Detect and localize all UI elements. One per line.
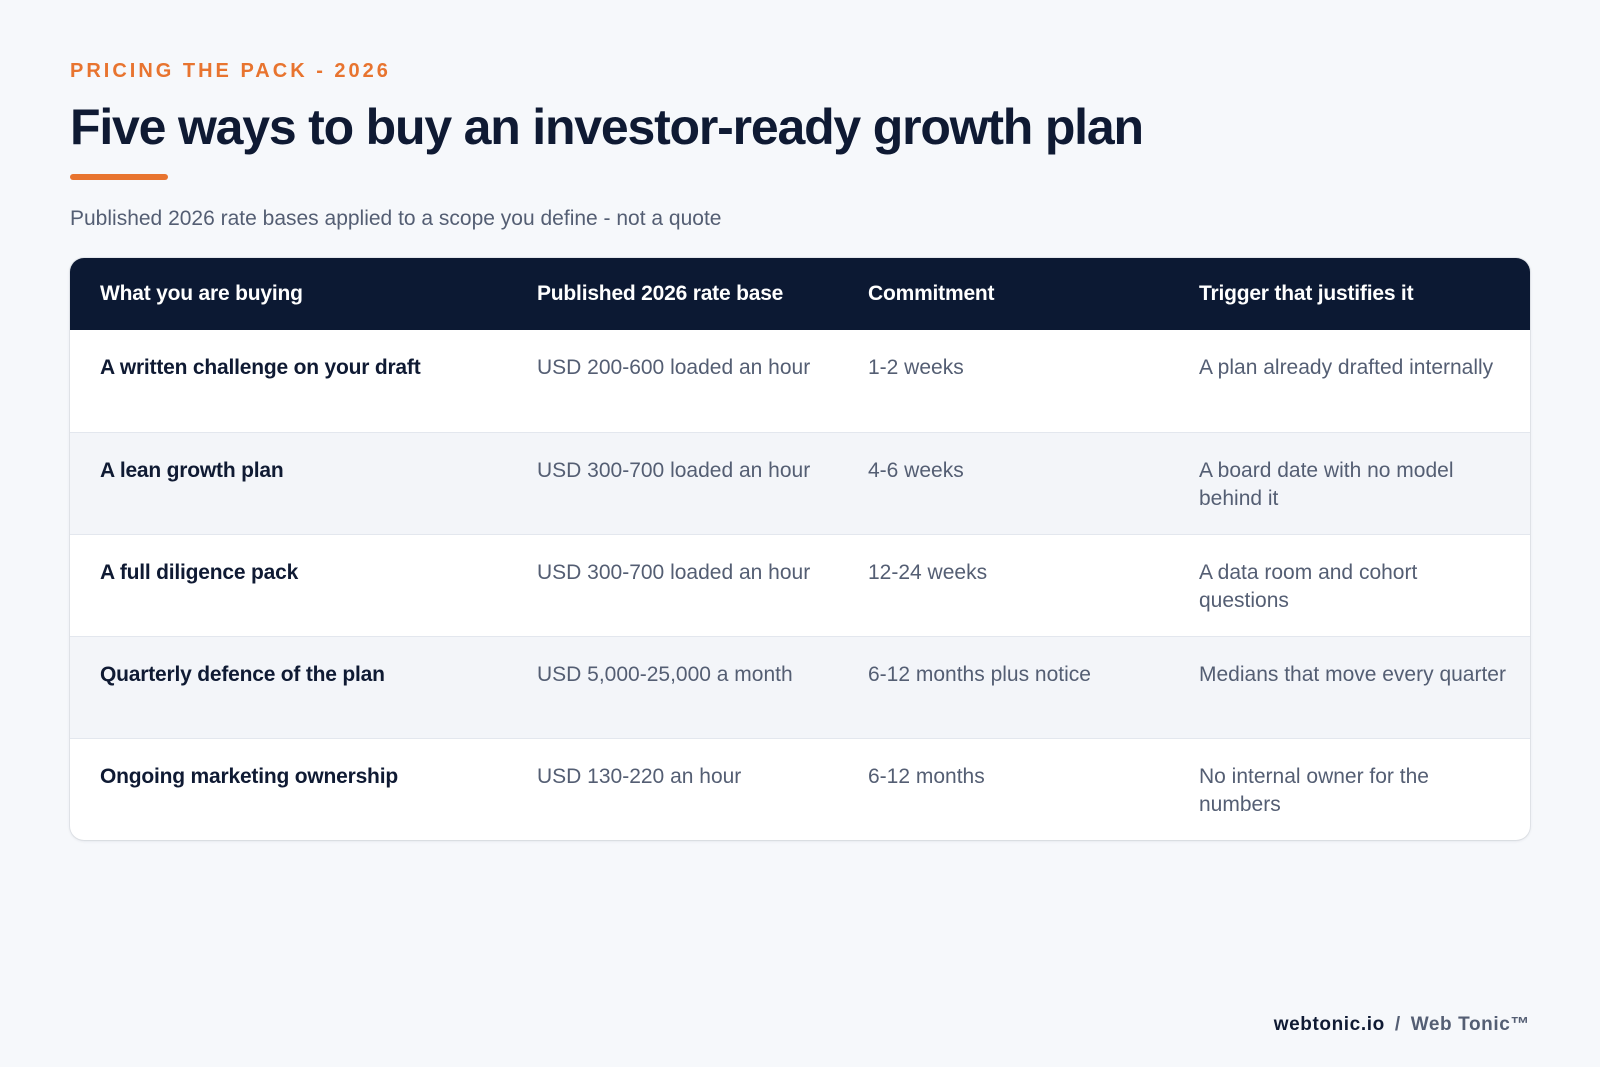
footer-brand: Web Tonic™ (1410, 1014, 1530, 1035)
cell-buying: Quarterly defence of the plan (100, 663, 385, 686)
accent-underline (70, 174, 168, 180)
cell-rate: USD 200-600 loaded an hour (537, 356, 811, 379)
cell-buying: Ongoing marketing ownership (100, 765, 398, 788)
cell-rate: USD 130-220 an hour (537, 765, 742, 788)
footer-separator: / (1394, 1014, 1401, 1035)
table-row: Ongoing marketing ownership USD 130-220 … (70, 738, 1530, 840)
pricing-table: What you are buying Published 2026 rate … (70, 258, 1530, 840)
cell-trigger: A plan already drafted internally (1199, 356, 1494, 379)
cell-buying: A lean growth plan (100, 459, 284, 482)
column-header-commitment: Commitment (868, 282, 995, 305)
footer-credit: webtonic.io / Web Tonic™ (1274, 1012, 1530, 1038)
column-header-buying: What you are buying (100, 282, 303, 305)
cell-rate: USD 300-700 loaded an hour (537, 459, 811, 482)
cell-commitment: 6-12 months plus notice (868, 663, 1091, 686)
table-row: Quarterly defence of the plan USD 5,000-… (70, 636, 1530, 738)
slide: PRICING THE PACK - 2026 Five ways to buy… (70, 58, 1530, 840)
cell-commitment: 6-12 months (868, 765, 985, 788)
eyebrow-label: PRICING THE PACK - 2026 (70, 60, 391, 82)
table-row: A full diligence pack USD 300-700 loaded… (70, 534, 1530, 636)
cell-rate: USD 5,000-25,000 a month (537, 663, 793, 686)
table-header: What you are buying Published 2026 rate … (70, 258, 1530, 330)
cell-buying: A written challenge on your draft (100, 356, 421, 379)
cell-rate: USD 300-700 loaded an hour (537, 561, 811, 584)
column-header-trigger: Trigger that justifies it (1199, 282, 1414, 305)
page-subtitle: Published 2026 rate bases applied to a s… (70, 207, 722, 230)
cell-trigger: A board date with no model behind it (1199, 459, 1454, 510)
table-body: A written challenge on your draft USD 20… (70, 330, 1530, 840)
page-title: Five ways to buy an investor-ready growt… (70, 99, 1144, 155)
cell-commitment: 1-2 weeks (868, 356, 964, 379)
table-row: A lean growth plan USD 300-700 loaded an… (70, 432, 1530, 534)
cell-trigger: A data room and cohort questions (1199, 561, 1418, 612)
footer-domain: webtonic.io (1273, 1014, 1385, 1035)
column-header-rate: Published 2026 rate base (537, 282, 784, 305)
cell-trigger: No internal owner for the numbers (1199, 765, 1429, 816)
cell-trigger: Medians that move every quarter (1199, 663, 1506, 686)
cell-buying: A full diligence pack (100, 561, 299, 584)
cell-commitment: 12-24 weeks (868, 561, 988, 584)
table-row: A written challenge on your draft USD 20… (70, 330, 1530, 432)
cell-commitment: 4-6 weeks (868, 459, 964, 482)
